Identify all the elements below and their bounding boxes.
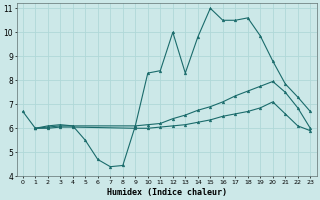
X-axis label: Humidex (Indice chaleur): Humidex (Indice chaleur) <box>107 188 227 197</box>
